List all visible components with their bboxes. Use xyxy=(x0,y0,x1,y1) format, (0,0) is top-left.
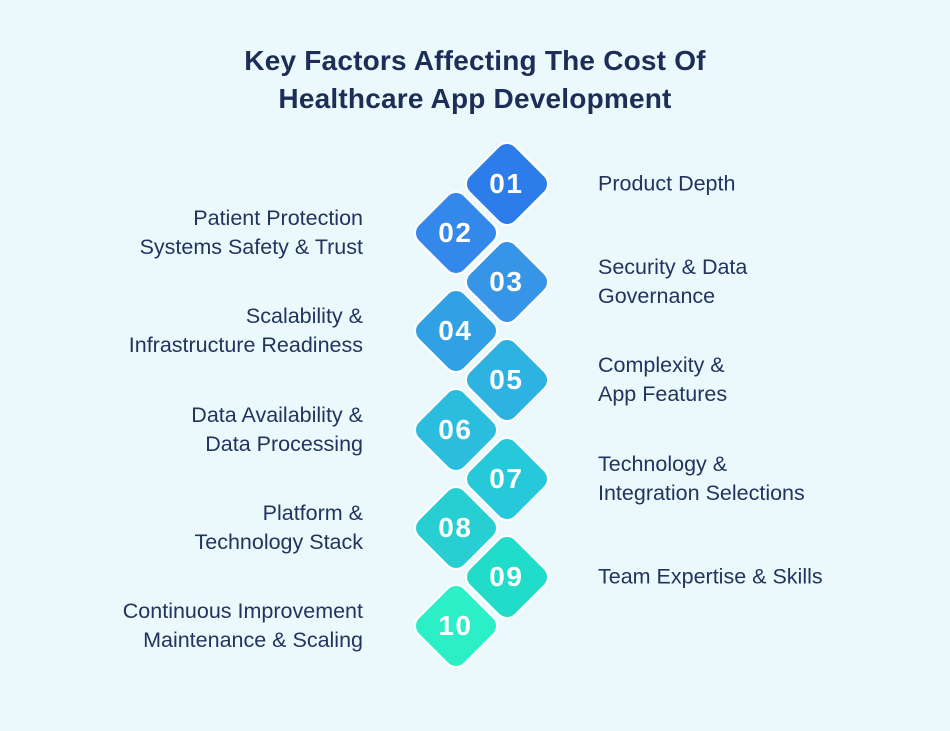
factor-label-line: Data Availability & xyxy=(191,402,363,427)
factor-label-line: Security & Data xyxy=(598,255,748,280)
factor-label-line: Team Expertise & Skills xyxy=(598,564,823,589)
factor-label-09: Team Expertise & Skills xyxy=(598,562,928,591)
factor-label-line: Complexity & xyxy=(598,353,725,378)
factor-label-01: Product Depth xyxy=(598,170,928,199)
factor-number: 08 xyxy=(438,511,474,543)
page-title: Key Factors Affecting The Cost Of Health… xyxy=(0,42,950,118)
factor-label-line: Systems Safety & Trust xyxy=(139,235,363,260)
factor-number: 02 xyxy=(438,217,474,249)
factor-label-line: Data Processing xyxy=(205,431,363,456)
factor-label-10: Continuous Improvement Maintenance & Scal… xyxy=(3,597,363,655)
factor-label-07: Technology & Integration Selections xyxy=(598,450,928,508)
factor-label-line: Product Depth xyxy=(598,171,736,196)
page-title-line1: Key Factors Affecting The Cost Of xyxy=(244,45,706,76)
factor-label-02: Patient Protection Systems Safety & Trust xyxy=(3,204,363,262)
factor-number: 10 xyxy=(438,609,474,641)
factor-number: 03 xyxy=(489,266,525,298)
factor-label-08: Platform & Technology Stack xyxy=(3,499,363,557)
factor-label-line: Patient Protection xyxy=(193,206,363,231)
factor-number: 04 xyxy=(438,315,474,347)
factor-number: 05 xyxy=(489,364,525,396)
factor-label-line: Maintenance & Scaling xyxy=(143,627,363,652)
factor-number: 09 xyxy=(489,560,525,592)
factor-number: 06 xyxy=(438,413,474,445)
factor-label-04: Scalability & Infrastructure Readiness xyxy=(3,302,363,360)
page-title-line2: Healthcare App Development xyxy=(278,83,672,114)
factor-label-line: Platform & xyxy=(262,500,363,525)
factor-number: 01 xyxy=(489,168,525,199)
factor-label-05: Complexity & App Features xyxy=(598,351,928,409)
factor-label-line: Technology Stack xyxy=(194,529,363,554)
factor-label-line: Continuous Improvement xyxy=(122,598,363,623)
factor-number: 07 xyxy=(489,462,525,494)
factor-label-line: Governance xyxy=(598,284,716,309)
factor-label-line: Infrastructure Readiness xyxy=(128,333,363,358)
factor-label-line: App Features xyxy=(598,382,728,407)
factor-label-line: Technology & xyxy=(598,451,728,476)
factor-label-line: Integration Selections xyxy=(598,480,805,505)
factor-label-03: Security & Data Governance xyxy=(598,253,928,311)
factor-label-06: Data Availability & Data Processing xyxy=(3,401,363,459)
factor-label-line: Scalability & xyxy=(245,304,363,329)
